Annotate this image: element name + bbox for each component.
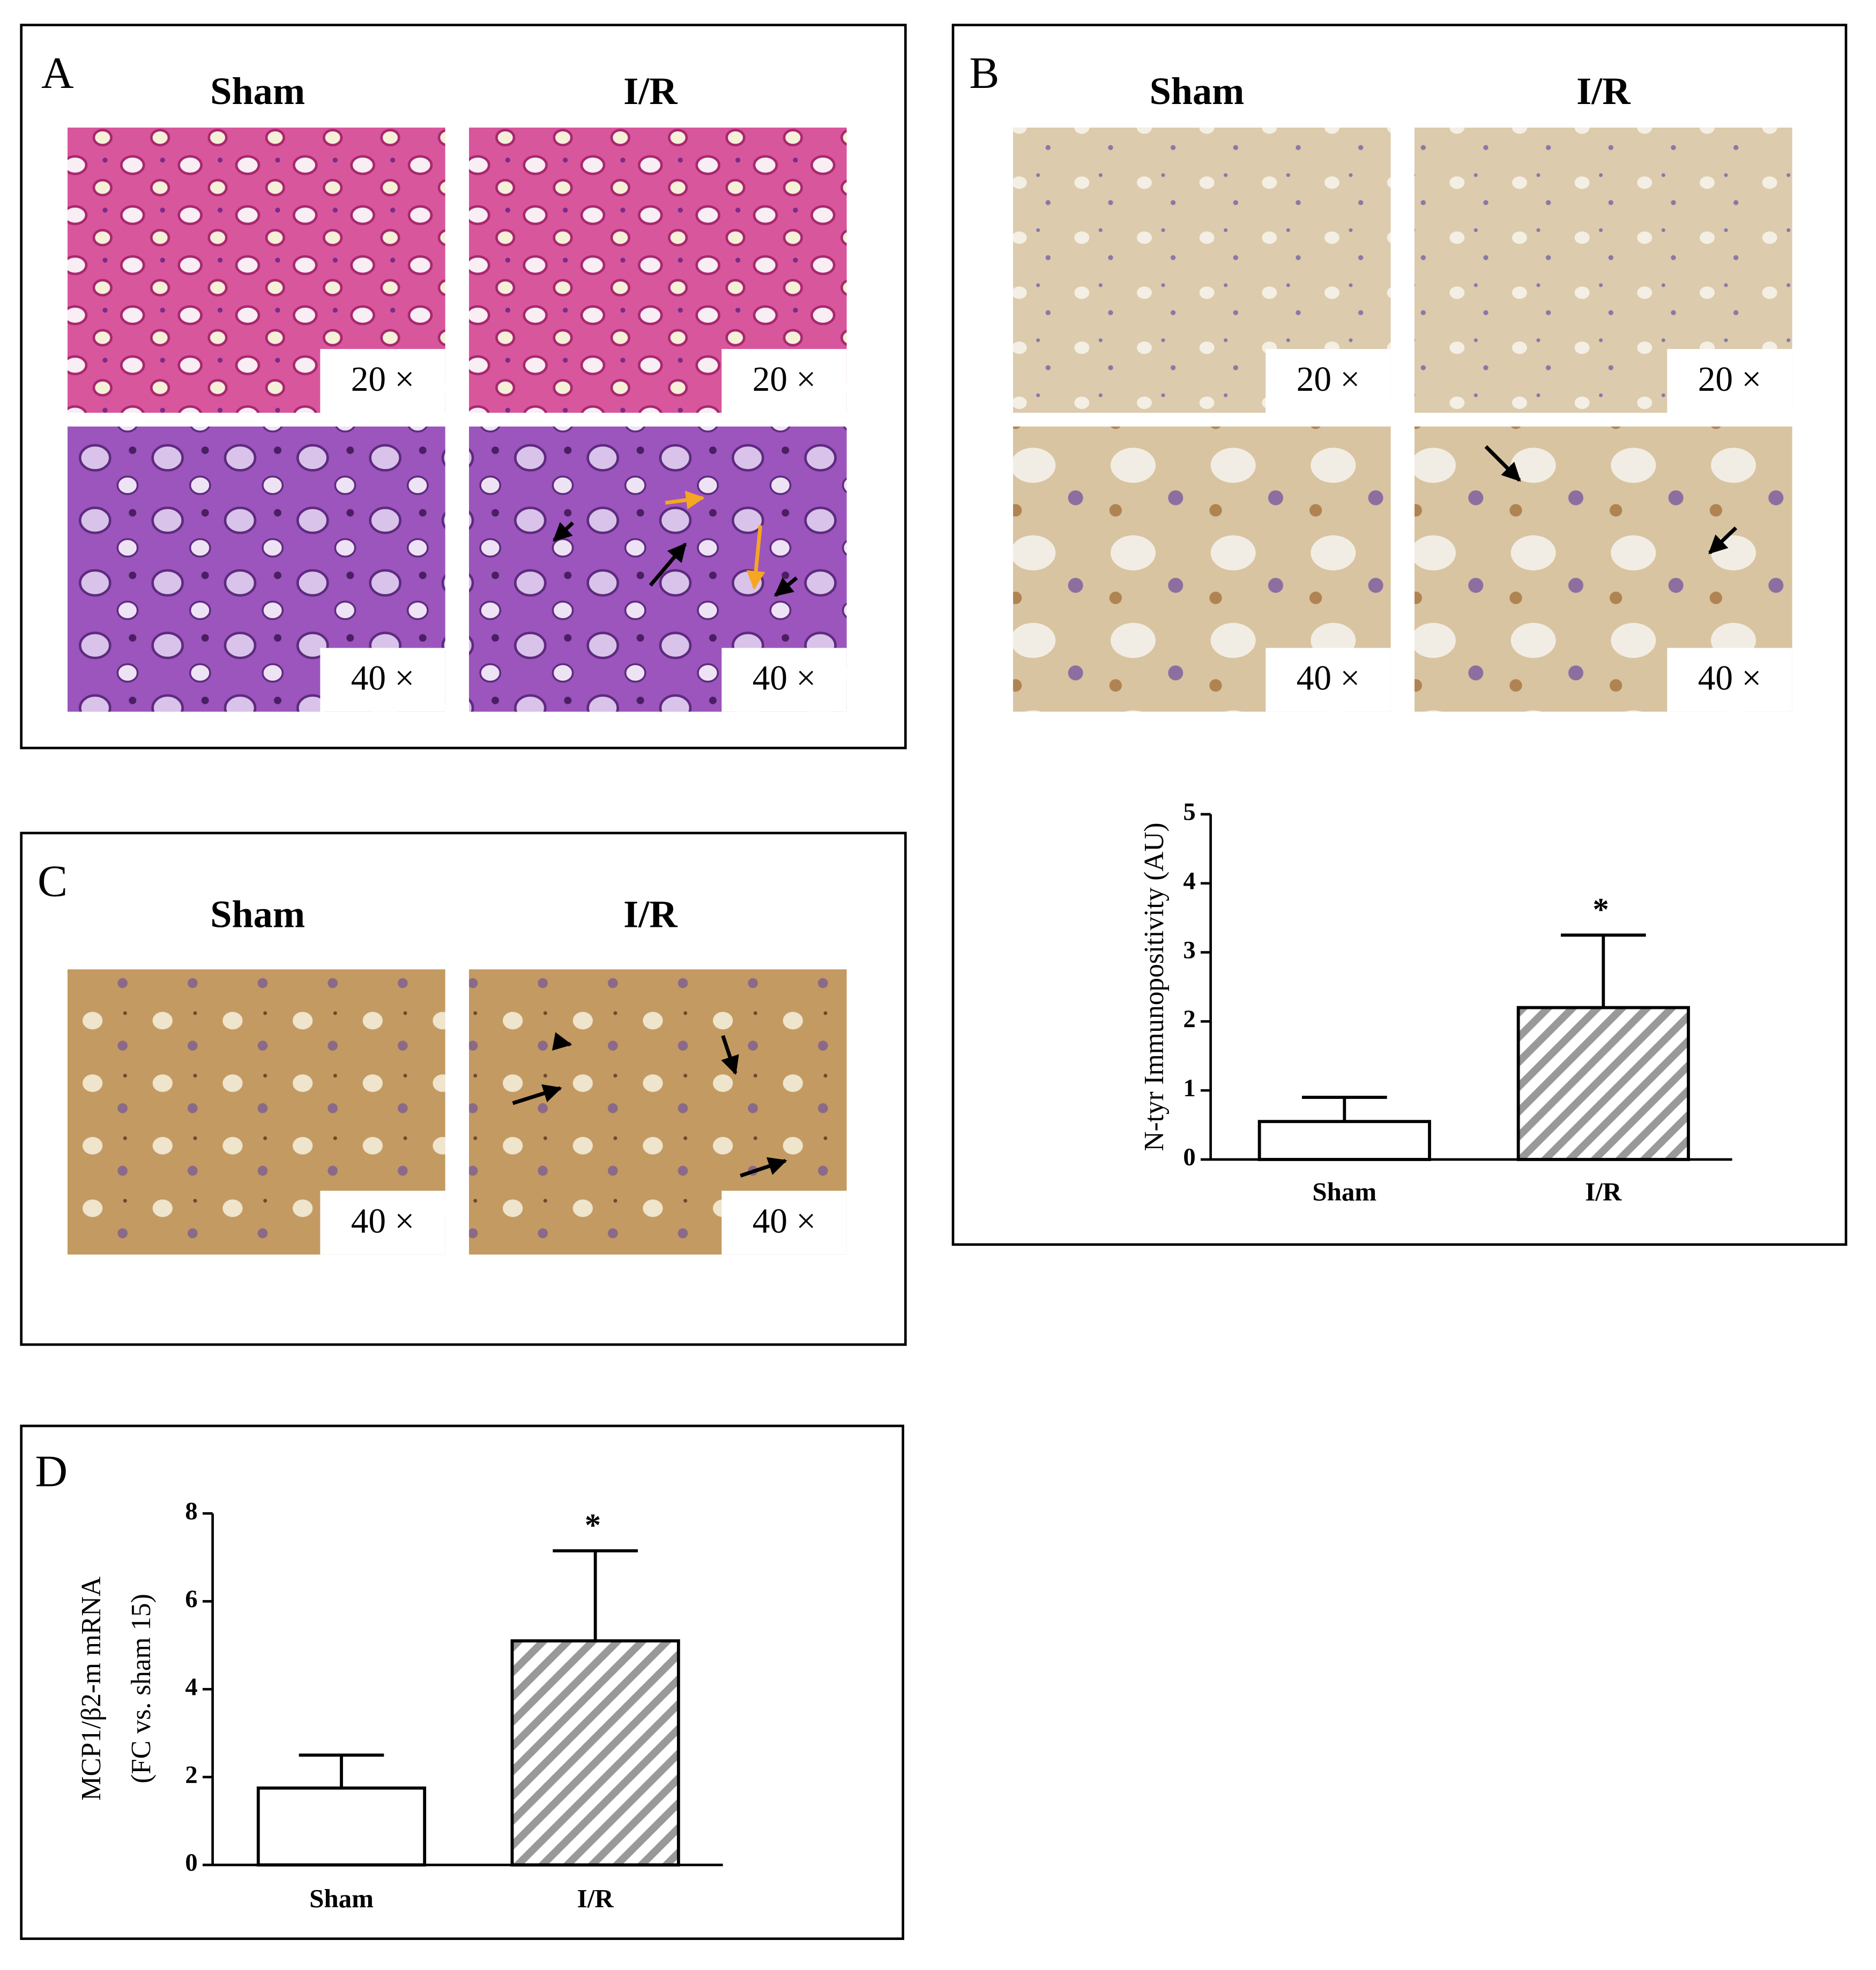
magnification-box <box>721 1191 847 1255</box>
magnification-label: 20 × <box>351 360 415 399</box>
arrow <box>552 1032 572 1051</box>
arrow <box>721 1035 739 1075</box>
magnification-label: 40 × <box>351 1202 415 1240</box>
y-tick-label: 8 <box>185 1497 197 1525</box>
magnification-box <box>1667 349 1792 413</box>
panel-frame <box>951 24 1848 1246</box>
magnification-box <box>320 648 445 712</box>
arrow <box>740 1157 787 1178</box>
magnification-box <box>1265 648 1391 712</box>
magnification-label: 20 × <box>753 360 816 399</box>
column-header: Sham <box>1150 70 1245 113</box>
column-header: I/R <box>623 70 678 113</box>
column-header: Sham <box>210 893 305 935</box>
arrow <box>746 525 765 590</box>
y-tick-label: 4 <box>185 1673 197 1701</box>
y-tick-label: 5 <box>1183 798 1195 826</box>
y-tick-label: 0 <box>1183 1143 1195 1171</box>
column-header: Sham <box>210 70 305 113</box>
y-axis-label: N-tyr Immunopositivity (AU) <box>1139 822 1170 1151</box>
magnification-label: 40 × <box>1698 659 1762 698</box>
y-axis-label: MCP1/β2-m mRNA <box>76 1577 107 1801</box>
x-tick-label: I/R <box>577 1884 614 1913</box>
panel-label: D <box>35 1447 68 1497</box>
magnification-label: 40 × <box>351 659 415 698</box>
magnification-box <box>320 1191 445 1255</box>
y-tick-label: 6 <box>185 1585 197 1613</box>
magnification-box <box>320 349 445 413</box>
magnification-box <box>1265 349 1391 413</box>
arrow <box>1708 526 1738 554</box>
panel-frame <box>20 1424 904 1940</box>
x-tick-label: I/R <box>1585 1177 1622 1207</box>
panel-label: A <box>41 48 74 98</box>
y-tick-label: 3 <box>1183 936 1195 964</box>
significance-label: * <box>585 1507 601 1543</box>
column-header: I/R <box>1576 70 1631 113</box>
bar <box>510 1639 680 1867</box>
magnification-box <box>721 349 847 413</box>
bar <box>1257 1120 1431 1161</box>
arrow <box>512 1084 562 1105</box>
magnification-box <box>1667 648 1792 712</box>
arrow <box>773 576 798 597</box>
column-header: I/R <box>623 893 678 935</box>
y-axis-label: (FC vs. sham 15) <box>126 1594 157 1783</box>
magnification-label: 40 × <box>753 659 816 698</box>
bar <box>256 1786 427 1867</box>
y-tick-label: 4 <box>1183 867 1195 895</box>
significance-label: * <box>1593 891 1609 927</box>
panel-frame <box>20 831 907 1346</box>
panel-frame <box>20 24 907 749</box>
arrow <box>665 490 705 510</box>
bar <box>1516 1006 1690 1161</box>
y-tick-label: 0 <box>185 1849 197 1877</box>
magnification-label: 40 × <box>753 1202 816 1240</box>
magnification-label: 40 × <box>1297 659 1360 698</box>
x-tick-label: Sham <box>309 1884 374 1913</box>
y-tick-label: 2 <box>185 1761 197 1789</box>
panel-label: B <box>969 48 999 98</box>
y-tick-label: 1 <box>1183 1074 1195 1102</box>
magnification-box <box>721 648 847 712</box>
arrow <box>649 542 687 587</box>
x-tick-label: Sham <box>1312 1177 1376 1207</box>
panel-label: C <box>38 856 68 906</box>
arrow <box>553 521 575 542</box>
magnification-label: 20 × <box>1698 360 1762 399</box>
magnification-label: 20 × <box>1297 360 1360 399</box>
y-tick-label: 2 <box>1183 1005 1195 1033</box>
arrow <box>1484 445 1521 482</box>
